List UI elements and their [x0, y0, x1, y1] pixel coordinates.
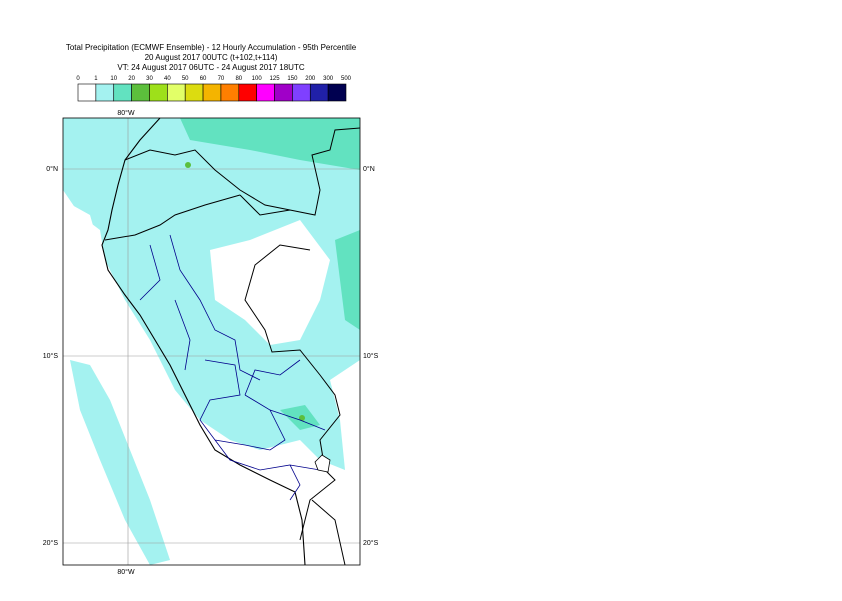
precip-area — [63, 118, 360, 470]
legend-label: 125 — [270, 76, 281, 82]
legend-label: 500 — [341, 76, 352, 82]
legend-label: 1 — [94, 76, 98, 82]
precip-moderate — [335, 230, 360, 330]
legend-label: 10 — [110, 76, 117, 82]
country-border — [104, 127, 360, 565]
lat-label: 0°N — [363, 165, 375, 173]
lat-label: 20°S — [363, 539, 379, 547]
lat-label: 20°S — [43, 539, 59, 547]
precip-heavy — [299, 415, 305, 421]
grid-labels: 80°W 80°W 0°N 0°N 10°S 10°S 20°S 20°S — [43, 109, 379, 576]
titles: Total Precipitation (ECMWF Ensemble) - 1… — [66, 43, 357, 72]
legend-label: 60 — [200, 76, 207, 82]
precip-heavy — [185, 162, 191, 168]
coastline — [101, 118, 306, 565]
map — [63, 118, 360, 565]
legend-label: 20 — [128, 76, 135, 82]
legend-swatch — [202, 83, 222, 102]
legend-swatch — [238, 83, 257, 102]
legend-swatch — [274, 83, 293, 102]
legend-swatch — [167, 83, 186, 102]
legend-swatch — [309, 83, 329, 102]
legend-swatch — [77, 83, 97, 102]
legend-swatch — [95, 83, 115, 102]
legend: 0 1 10 20 30 40 50 60 70 80 100 125 150 200 300 500 — [76, 76, 352, 102]
lat-label: 0°N — [46, 165, 58, 173]
map-frame — [62, 117, 361, 566]
legend-label: 50 — [182, 76, 189, 82]
title-line: Total Precipitation (ECMWF Ensemble) - 1… — [66, 43, 357, 52]
legend-label: 0 — [76, 76, 80, 82]
legend-label: 100 — [252, 76, 263, 82]
legend-label: 80 — [235, 76, 242, 82]
precip-moderate — [180, 118, 360, 170]
legend-label: 30 — [146, 76, 153, 82]
legend-label: 70 — [218, 76, 225, 82]
lat-label: 10°S — [363, 352, 379, 360]
lon-label: 80°W — [117, 568, 135, 576]
legend-swatch — [256, 83, 275, 102]
lon-label: 80°W — [117, 109, 135, 117]
legend-swatch — [113, 83, 132, 102]
legend-swatch — [292, 83, 311, 102]
legend-label: 40 — [164, 76, 171, 82]
legend-swatch — [131, 83, 150, 102]
precip-streak — [70, 360, 170, 565]
legend-label: 200 — [305, 76, 316, 82]
legend-swatch — [149, 83, 168, 102]
title-line: 20 August 2017 00UTC (t+102,t+114) — [145, 53, 278, 62]
lake — [314, 454, 331, 473]
region-borders — [139, 234, 326, 501]
legend-label: 300 — [323, 76, 334, 82]
legend-swatch — [184, 83, 204, 102]
legend-label: 150 — [287, 76, 298, 82]
precip-dry — [210, 220, 330, 345]
legend-swatch — [327, 83, 347, 102]
lat-label: 10°S — [43, 352, 59, 360]
legend-swatch — [220, 83, 240, 102]
title-line: VT: 24 August 2017 06UTC - 24 August 201… — [117, 63, 304, 72]
